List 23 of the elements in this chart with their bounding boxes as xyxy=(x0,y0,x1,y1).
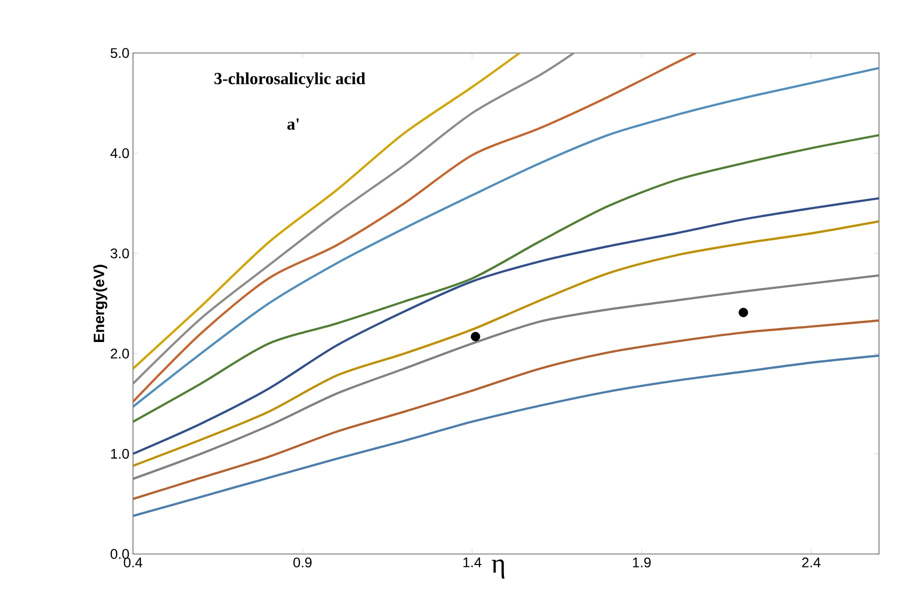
line-series xyxy=(133,134,880,423)
x-tick-label: 1.9 xyxy=(633,558,651,568)
y-tick-label: 1.0 xyxy=(111,448,129,459)
x-tick-label: 1.4 xyxy=(463,558,482,568)
text: 3-chlorosalicylic acid xyxy=(214,72,366,88)
y-tick-label: 2.0 xyxy=(110,348,129,359)
x-axis-title: η xyxy=(492,560,504,579)
line-series xyxy=(133,52,575,385)
line-series xyxy=(133,52,697,403)
line-series xyxy=(133,354,880,518)
y-tick-label: 0.0 xyxy=(110,549,129,559)
line-series xyxy=(133,66,880,408)
y-tick-label: 5.0 xyxy=(110,48,129,58)
y-tick-label: 4.0 xyxy=(110,148,129,158)
line-series xyxy=(133,319,880,500)
line-series xyxy=(133,274,880,480)
y-axis-title: Energy(eV) xyxy=(93,264,108,342)
x-tick-label: 2.4 xyxy=(802,558,820,568)
x-tick-label: 0.4 xyxy=(124,558,142,568)
y-tick-label: 3.0 xyxy=(110,248,129,258)
text: a' xyxy=(287,118,299,130)
line-series xyxy=(133,52,521,370)
x-tick-label: 0.9 xyxy=(293,558,312,568)
